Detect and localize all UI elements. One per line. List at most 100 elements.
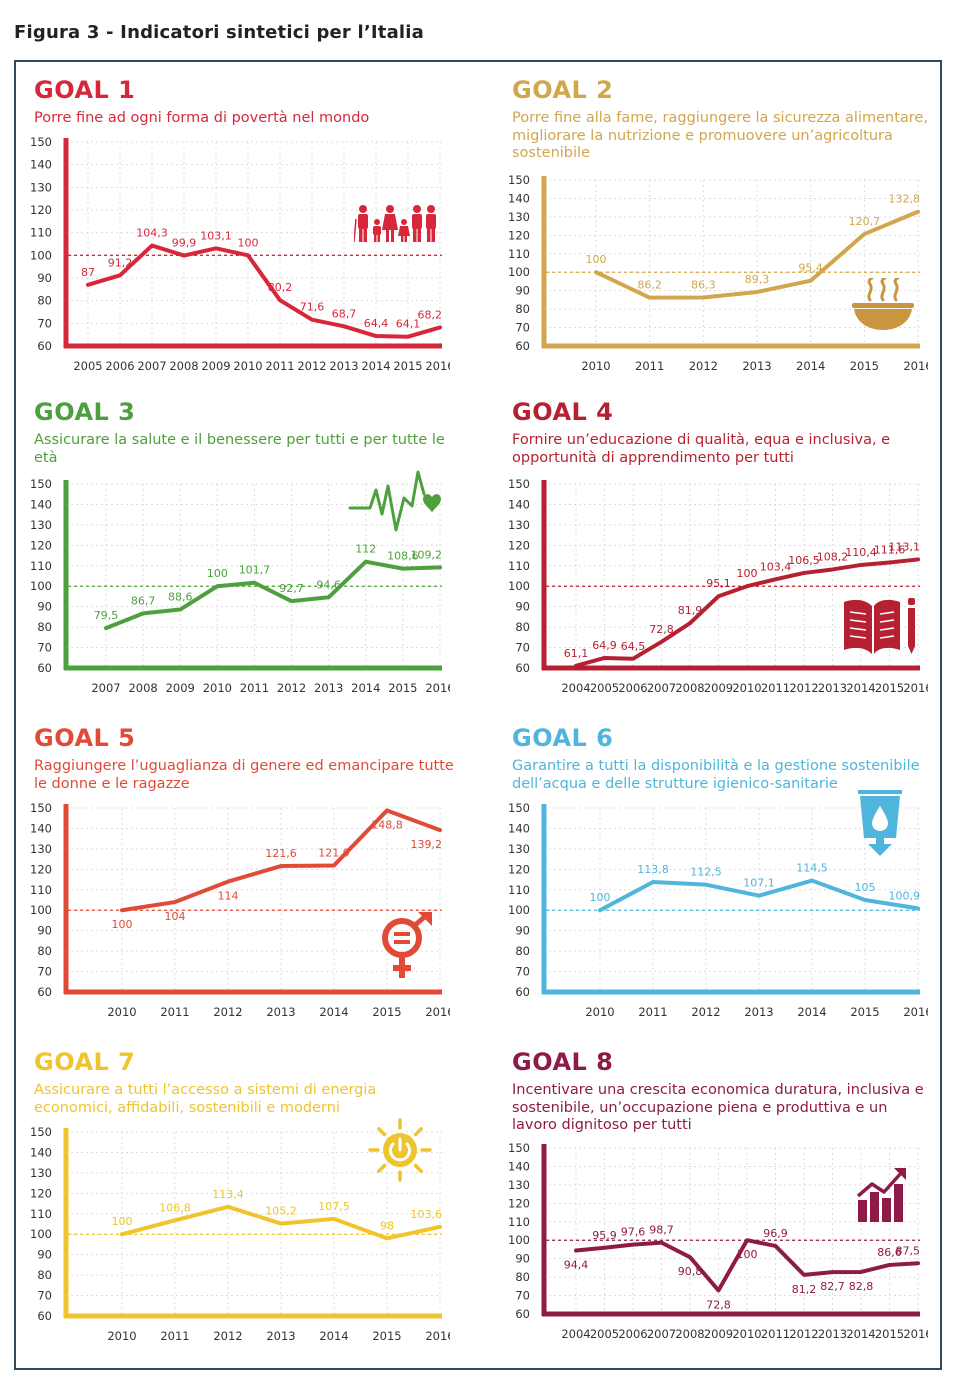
y-tick-label: 120 [508, 1196, 530, 1210]
y-tick-label: 110 [508, 247, 530, 261]
y-tick-label: 130 [508, 518, 530, 532]
y-tick-label: 100 [30, 248, 52, 262]
series-line [104, 559, 442, 631]
panel-goal-7: GOAL 7 Assicurare a tutti l’accesso a si… [34, 1048, 474, 1368]
data-label: 94,6 [316, 578, 341, 591]
data-label: 71,6 [300, 301, 325, 314]
x-tick-label: 2015 [393, 359, 422, 373]
data-label: 91,2 [108, 256, 133, 269]
goal-2-line-chart: 60 70 80 90 100 110 120 130 140 150 2010 2011 2012 20… [508, 173, 928, 373]
x-tick-label: 2011 [160, 1329, 189, 1343]
y-tick-label: 140 [508, 821, 530, 835]
data-label: 86,6 [877, 1246, 902, 1259]
y-tick-label: 150 [508, 801, 530, 815]
y-tick-label: 60 [37, 339, 52, 353]
y-tick-label: 110 [30, 883, 52, 897]
y-tick-label: 140 [30, 158, 52, 172]
x-tick-label: 2006 [618, 681, 647, 695]
data-label: 64,9 [592, 639, 617, 652]
goal-description: Assicurare a tutti l’accesso a sistemi d… [34, 1082, 377, 1116]
y-tick-label: 100 [508, 903, 530, 917]
y-tick-label: 150 [508, 477, 530, 491]
goal-6-line-chart: 60 70 80 90 100 110 120 130 140 150 2010 2011 2012 20… [508, 801, 928, 1019]
x-tick-label: 2014 [796, 359, 825, 373]
y-tick-label: 130 [508, 210, 530, 224]
y-tick-label: 80 [37, 620, 52, 634]
data-label: 103,1 [200, 229, 232, 242]
data-label: 88,6 [168, 591, 193, 604]
y-tick-label: 140 [30, 497, 52, 511]
y-tick-label: 90 [37, 1248, 52, 1262]
x-tick-label: 2010 [732, 1327, 761, 1341]
series-line [598, 878, 920, 913]
x-tick-label: 2015 [372, 1329, 401, 1343]
y-tick-label: 80 [515, 302, 530, 316]
data-label: 103,6 [411, 1208, 443, 1221]
data-label: 99,9 [172, 237, 197, 250]
y-tick-label: 80 [515, 944, 530, 958]
data-label: 100 [586, 253, 607, 266]
data-label: 100 [207, 567, 228, 580]
panel-goal-8: GOAL 8 Incentivare una crescita economic… [512, 1048, 952, 1368]
x-tick-label: 2013 [314, 681, 343, 695]
data-label: 72,8 [649, 623, 674, 636]
x-tick-label: 2014 [361, 359, 390, 373]
data-label: 87,5 [896, 1244, 921, 1257]
y-tick-label: 70 [37, 1289, 52, 1303]
goal-description: Porre fine ad ogni forma di povertà nel … [34, 110, 370, 126]
y-tick-label: 150 [30, 801, 52, 815]
y-tick-label: 140 [508, 497, 530, 511]
y-tick-label: 80 [37, 294, 52, 308]
series-line [120, 1204, 442, 1241]
data-label: 148,8 [371, 818, 403, 831]
y-tick-label: 130 [508, 1178, 530, 1192]
x-tick-label: 2015 [372, 1005, 401, 1019]
x-tick-label: 2013 [818, 1327, 847, 1341]
y-tick-label: 70 [37, 641, 52, 655]
y-tick-label: 60 [37, 661, 52, 675]
x-tick-label: 2008 [675, 1327, 704, 1341]
series-line [86, 243, 442, 339]
y-tick-label: 140 [508, 1159, 530, 1173]
goal-description: Porre fine alla fame, raggiungere la sic… [512, 110, 928, 161]
data-label: 86,3 [691, 278, 716, 291]
y-tick-label: 80 [515, 620, 530, 634]
x-tick-label: 2008 [169, 359, 198, 373]
x-tick-label: 2011 [160, 1005, 189, 1019]
data-label: 79,5 [94, 609, 119, 622]
x-tick-label: 2006 [618, 1327, 647, 1341]
data-label: 104 [165, 910, 186, 923]
x-tick-label: 2015 [850, 1005, 879, 1019]
data-label: 111,6 [874, 544, 906, 557]
x-tick-label: 2010 [203, 681, 232, 695]
data-label: 95,4 [798, 262, 823, 275]
goal-title: GOAL 5 [34, 724, 136, 752]
x-tick-label: 2015 [875, 681, 904, 695]
x-tick-label: 2009 [704, 681, 733, 695]
data-label: 96,9 [763, 1227, 788, 1240]
y-tick-label: 90 [515, 600, 530, 614]
book-icon [844, 598, 915, 654]
data-label: 82,7 [820, 1280, 845, 1293]
x-tick-label: 2014 [319, 1005, 348, 1019]
goal-description: Garantire a tutti la disponibilità e la … [512, 758, 920, 792]
y-tick-label: 90 [515, 284, 530, 298]
x-tick-label: 2005 [590, 681, 619, 695]
x-tick-label: 2010 [107, 1329, 136, 1343]
water-glass-icon [858, 790, 902, 856]
x-tick-label: 2013 [744, 1005, 773, 1019]
x-tick-label: 2014 [319, 1329, 348, 1343]
x-tick-label: 2008 [128, 681, 157, 695]
y-tick-label: 150 [508, 173, 530, 187]
data-label: 113,4 [212, 1188, 244, 1201]
y-tick-label: 100 [508, 1233, 530, 1247]
data-label: 104,3 [136, 227, 168, 240]
y-tick-label: 90 [515, 924, 530, 938]
x-tick-label: 2015 [388, 681, 417, 695]
y-tick-label: 130 [30, 180, 52, 194]
x-tick-label: 2007 [647, 1327, 676, 1341]
series-line [594, 209, 920, 300]
